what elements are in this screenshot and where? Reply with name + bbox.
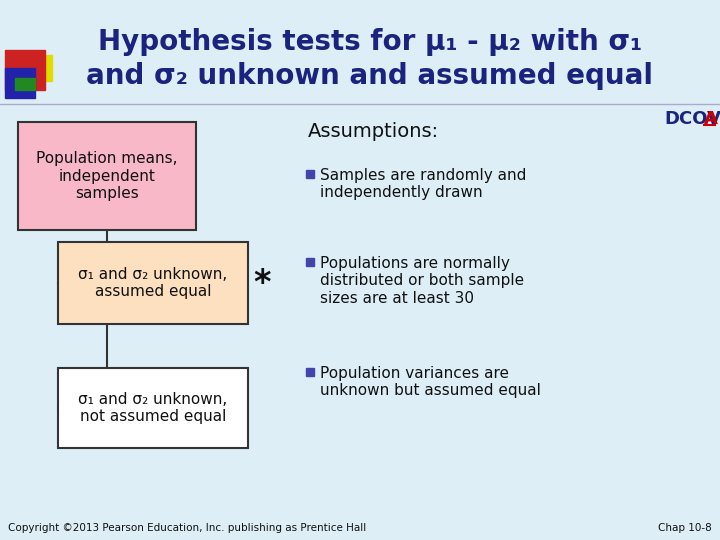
Bar xyxy=(5,68,35,98)
Bar xyxy=(306,170,314,178)
Text: Copyright ©2013 Pearson Education, Inc. publishing as Prentice Hall: Copyright ©2013 Pearson Education, Inc. … xyxy=(8,523,366,533)
Text: Hypothesis tests for μ₁ - μ₂ with σ₁: Hypothesis tests for μ₁ - μ₂ with σ₁ xyxy=(98,28,642,56)
Text: σ₁ and σ₂ unknown,
not assumed equal: σ₁ and σ₂ unknown, not assumed equal xyxy=(78,392,228,424)
Text: Population variances are
unknown but assumed equal: Population variances are unknown but ass… xyxy=(320,366,541,399)
FancyBboxPatch shape xyxy=(18,122,196,230)
Text: Assumptions:: Assumptions: xyxy=(308,122,439,141)
Text: and σ₂ unknown and assumed equal: and σ₂ unknown and assumed equal xyxy=(86,62,654,90)
Bar xyxy=(26,55,52,81)
Text: Populations are normally
distributed or both sample
sizes are at least 30: Populations are normally distributed or … xyxy=(320,256,524,306)
Text: DCOV: DCOV xyxy=(664,110,720,128)
FancyBboxPatch shape xyxy=(58,242,248,324)
Text: Population means,
independent
samples: Population means, independent samples xyxy=(36,151,178,201)
Bar xyxy=(306,258,314,266)
Text: Chap 10-8: Chap 10-8 xyxy=(658,523,712,533)
Bar xyxy=(306,368,314,376)
Bar xyxy=(5,50,45,90)
Text: σ₁ and σ₂ unknown,
assumed equal: σ₁ and σ₂ unknown, assumed equal xyxy=(78,267,228,299)
Bar xyxy=(15,78,35,90)
Text: *: * xyxy=(253,267,271,300)
Text: A: A xyxy=(704,110,718,128)
Text: Samples are randomly and
independently drawn: Samples are randomly and independently d… xyxy=(320,168,526,200)
FancyBboxPatch shape xyxy=(58,368,248,448)
